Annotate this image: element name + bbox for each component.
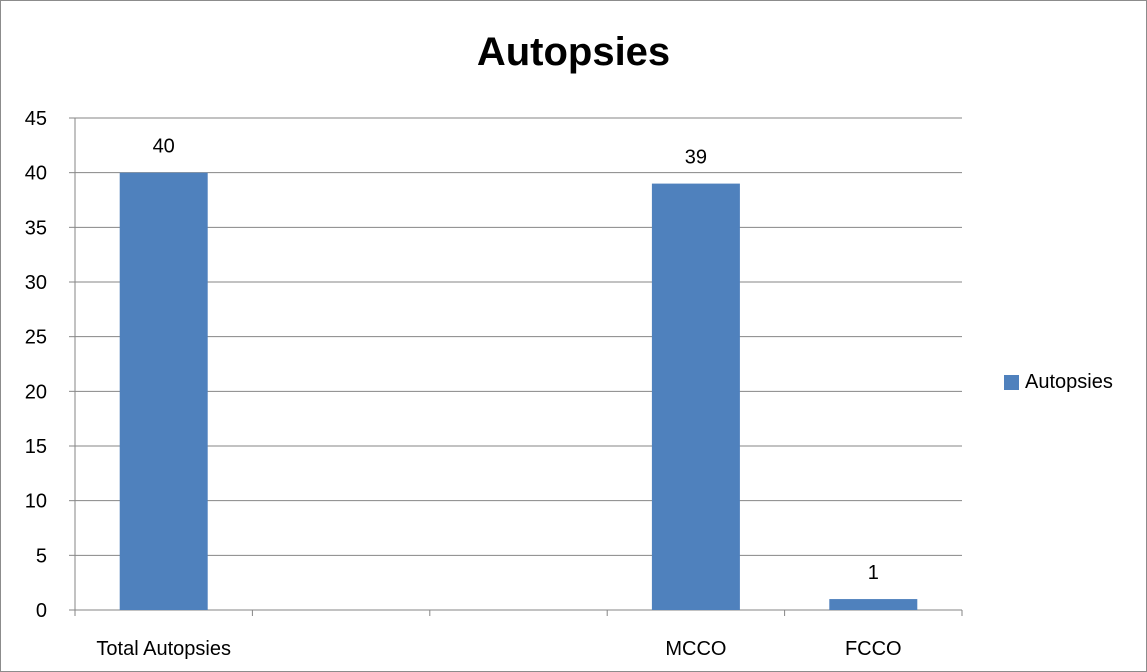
y-tick-label: 45	[25, 108, 47, 130]
category-label: Total Autopsies	[96, 638, 231, 660]
bar	[829, 599, 918, 610]
legend-swatch	[1004, 375, 1019, 390]
data-label: 1	[868, 562, 879, 584]
bar	[119, 172, 208, 610]
y-tick-label: 40	[25, 163, 47, 185]
y-tick-label: 0	[36, 600, 47, 622]
data-label: 40	[153, 136, 175, 158]
y-tick-label: 30	[25, 272, 47, 294]
legend-label: Autopsies	[1025, 371, 1113, 393]
data-label: 39	[685, 147, 707, 169]
category-label: FCCO	[845, 638, 902, 660]
y-tick-label: 10	[25, 491, 47, 513]
y-tick-label: 35	[25, 217, 47, 239]
y-tick-label: 20	[25, 381, 47, 403]
y-tick-label: 15	[25, 436, 47, 458]
category-label: MCCO	[665, 638, 726, 660]
chart-title: Autopsies	[476, 30, 671, 74]
bar	[651, 183, 740, 610]
legend: Autopsies	[1004, 371, 1113, 394]
y-tick-label: 25	[25, 327, 47, 349]
y-tick-label: 5	[36, 545, 47, 567]
